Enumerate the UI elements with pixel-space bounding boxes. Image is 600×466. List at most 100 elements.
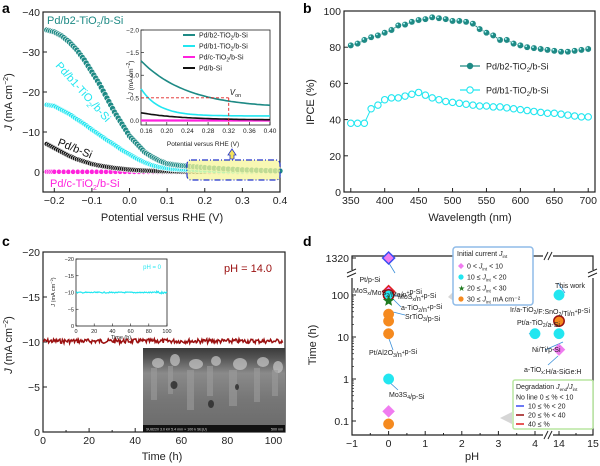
b-point-highlight <box>457 19 460 21</box>
arrow-up-icon <box>227 148 237 160</box>
d-legend-degradation-title: Degradation Jend/Jint <box>516 384 578 392</box>
b-point-highlight <box>572 48 575 51</box>
c-inset-annotation: pH = 0 <box>143 265 162 271</box>
sem-image: SU8220 3.0 kV 5.4 mm × 100 k SE(U) 500 n… <box>143 348 285 432</box>
d-xtick-label: 15 <box>587 438 599 450</box>
sem-caption: SU8220 3.0 kV 5.4 mm × 100 k SE(U) <box>146 428 207 432</box>
b-point-cyan <box>374 101 382 109</box>
b-point-highlight <box>498 38 500 40</box>
b-point-cyan <box>353 119 362 127</box>
b-point-highlight <box>423 17 426 20</box>
b-point-cyan <box>557 110 565 118</box>
d-leader-line <box>557 282 566 294</box>
b-point-highlight <box>484 30 487 33</box>
b-point-cyan <box>503 104 511 112</box>
b-point-teal <box>462 18 470 26</box>
a-ytick-label: −40 <box>22 7 40 19</box>
a-ytick-label: 0 <box>34 167 40 179</box>
b-point-teal <box>354 40 362 48</box>
b-ytick-label: 100 <box>323 6 341 18</box>
c-inset-xlabel: Time (h) <box>111 335 131 341</box>
b-point-highlight <box>579 48 582 50</box>
b-point-highlight <box>470 21 473 24</box>
c-ylabel: J (mA cm−2) <box>3 316 15 375</box>
b-legend-label: Pd/b1-TiO2/b-Si <box>486 86 549 99</box>
b-point-teal <box>374 31 382 39</box>
a-xtick-label: −0.1 <box>82 195 103 207</box>
b-point-teal <box>516 41 524 49</box>
a-xtick-label: 0.2 <box>197 195 212 207</box>
c-inset-ytick-label: −5 <box>68 307 74 313</box>
b-point-cyan <box>509 104 518 113</box>
b-point-cyan <box>442 97 450 106</box>
c-inset-ytick-label: −10 <box>65 291 74 297</box>
b-point-teal <box>381 29 389 37</box>
b-xlabel: Wavelength (nm) <box>428 212 511 224</box>
d-ytick-label: 1320 <box>326 253 350 265</box>
b-xtick-label: 550 <box>478 195 496 207</box>
b-point-teal <box>523 43 531 51</box>
inset-ytick-label: −1.5 <box>126 50 139 57</box>
b-point-highlight <box>518 43 521 46</box>
b-point-teal <box>360 36 368 44</box>
b-point-cyan <box>401 92 409 100</box>
inset-curve-black <box>140 112 270 121</box>
b-point-teal <box>435 14 443 22</box>
d-callout-shadow <box>500 412 512 424</box>
c-annotation-ph14: pH = 14.0 <box>224 263 272 275</box>
label-pd-c: Pd/c-TiO2/b-Si <box>50 178 120 192</box>
b-point-highlight <box>464 19 467 22</box>
b-point-teal <box>401 21 409 29</box>
inset-legend-label: Pd/b2-TiO2/b-Si <box>199 33 248 42</box>
b-ytick-label: 20 <box>329 151 341 163</box>
b-point-cyan <box>462 100 470 108</box>
b-point-cyan <box>347 119 355 127</box>
a-ylabel: J (mA cm−2) <box>3 73 15 132</box>
b-point-highlight <box>382 30 385 33</box>
d-point-label: a-TiO2/n+p-Si <box>401 304 443 314</box>
c-xlabel: Time (h) <box>142 451 183 463</box>
inset-curve-cyan <box>140 88 270 117</box>
d-point-label: MoSx/MoS2/Mo/n+p-Si <box>353 288 422 299</box>
panel-b-frame <box>343 10 596 193</box>
b-point-teal <box>367 33 375 41</box>
c-ytick-label: −15 <box>22 292 40 304</box>
b-point-teal <box>469 20 477 28</box>
d-legend-degradation-label: 10 ≤ % < 20 <box>528 404 566 411</box>
d-point-label: Ni/Ti/p-Si <box>532 347 561 354</box>
b-point-cyan <box>523 106 531 115</box>
b-point-highlight <box>437 16 439 19</box>
panel-label-a: a <box>2 0 10 16</box>
d-point-circle <box>553 328 565 340</box>
b-point-highlight <box>443 17 446 20</box>
b-point-highlight <box>511 41 514 44</box>
c-inset-ytick-label: −15 <box>65 274 74 280</box>
d-point-star <box>382 295 395 306</box>
b-point-teal <box>347 41 355 49</box>
b-point-teal <box>428 13 436 21</box>
b-point-highlight <box>416 18 419 20</box>
b-point-cyan <box>435 95 443 104</box>
a-xlabel: Potential versus RHE (V) <box>101 212 223 224</box>
b-point-teal <box>442 15 450 23</box>
inset-legend-label: Pd/c-TiO2/b-Si <box>199 55 244 64</box>
c-ytick-label: −5 <box>28 382 40 394</box>
d-legend-initial-box <box>452 246 534 306</box>
d-xtick-label: 2 <box>459 438 465 450</box>
d-legend-marker <box>458 296 464 302</box>
d-point-label: Pt/p-Si <box>359 277 380 284</box>
a-xtick-label: 0.0 <box>122 195 137 207</box>
von-label: Von <box>230 88 241 99</box>
b-point-cyan <box>448 98 457 107</box>
d-point-circle <box>553 289 565 301</box>
b-legend-marker <box>466 86 474 94</box>
d-point-label: Pt/Al2O3/n+p-Si <box>369 349 418 359</box>
zoom-region-box <box>186 159 281 181</box>
c-ytick-label: −20 <box>22 247 40 259</box>
d-xlabel: pH <box>465 451 479 463</box>
inset-xtick-label: 0.20 <box>160 128 173 135</box>
d-xtick-label: 0 <box>386 438 392 450</box>
b-xtick-label: 600 <box>512 195 530 207</box>
c-xtick-label: 20 <box>83 435 95 447</box>
